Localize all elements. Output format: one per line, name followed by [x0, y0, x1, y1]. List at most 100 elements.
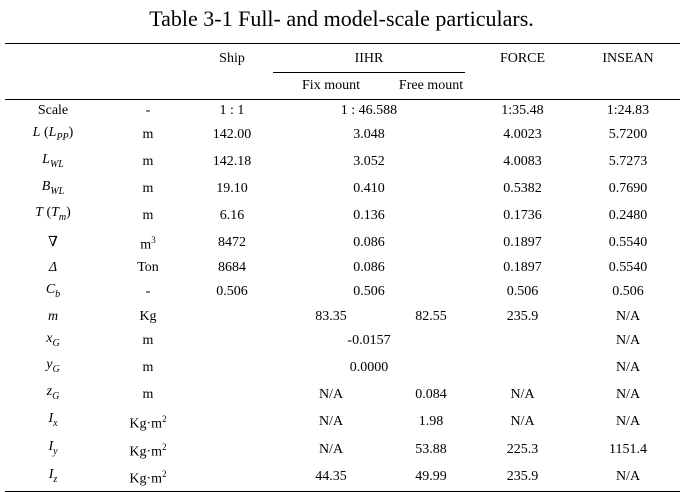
row-iihr: 0.0000 — [349, 359, 389, 375]
row-iihr-free: 53.88 — [415, 441, 447, 457]
table-row: ∇ m3 8472 0.086 0.1897 0.5540 — [5, 229, 680, 257]
symbol-main: LWL — [42, 151, 64, 170]
row-insean: 0.5540 — [608, 259, 648, 275]
row-unit: m — [142, 207, 154, 223]
row-iihr-free: 0.084 — [415, 386, 447, 402]
row-force: 4.0083 — [503, 154, 542, 170]
row-unit: m3 — [140, 235, 156, 253]
row-iihr: 0.086 — [353, 259, 385, 275]
unit-superscript: 2 — [162, 441, 167, 452]
table-row: Iy Kg·m2 N/A 53.88 225.3 1151.4 — [5, 436, 680, 464]
row-iihr: 3.052 — [353, 154, 385, 170]
row-unit: Kg·m2 — [129, 441, 167, 460]
row-symbol: Cb — [5, 279, 101, 306]
row-iihr-fix: N/A — [318, 413, 344, 429]
row-iihr: 0.086 — [353, 235, 385, 251]
row-insean: N/A — [615, 359, 641, 375]
row-symbol: yG — [5, 354, 101, 381]
unit-superscript: 2 — [162, 469, 167, 480]
row-insean: 5.7200 — [608, 127, 648, 143]
row-force: N/A — [510, 386, 535, 402]
row-insean: 0.5540 — [608, 235, 648, 251]
table-row: m Kg 83.35 82.55 235.9 N/A — [5, 306, 680, 328]
header-row-1: Ship IIHR FORCE INSEAN — [5, 43, 680, 73]
symbol-main: zG — [46, 384, 60, 403]
row-unit: m — [142, 180, 154, 196]
row-iihr: 1 : 46.588 — [340, 103, 398, 118]
symbol-main: T — [35, 205, 43, 221]
header-iihr: IIHR — [269, 43, 469, 73]
symbol-subscript: x — [53, 418, 58, 430]
row-ship — [195, 408, 269, 436]
row-unit: m — [142, 333, 154, 349]
row-force: 0.5382 — [503, 180, 542, 196]
row-iihr-free: 1.98 — [418, 413, 444, 429]
row-unit: m — [142, 127, 154, 143]
row-insean: 1151.4 — [609, 441, 647, 457]
row-insean: 5.7273 — [608, 154, 648, 170]
row-force: 225.3 — [506, 441, 539, 457]
symbol-subscript: WL — [50, 185, 65, 197]
row-symbol: L (LPP) — [32, 125, 74, 143]
row-symbol: BWL — [5, 176, 101, 203]
symbol-subscript: PP — [56, 131, 69, 143]
row-symbol: zG — [5, 381, 101, 408]
unit-superscript: 3 — [151, 235, 156, 246]
symbol-main: Cb — [45, 281, 61, 300]
row-iihr: 0.410 — [353, 180, 385, 196]
table-row: L (LPP) m 142.00 3.048 4.0023 5.7200 — [5, 122, 680, 149]
table-row: T (Tm) m 6.16 0.136 0.1736 0.2480 — [5, 202, 680, 229]
symbol-main: xG — [46, 330, 60, 349]
symbol-subscript: WL — [49, 158, 64, 170]
row-unit: - — [145, 103, 151, 118]
row-iihr-free: 49.99 — [393, 463, 469, 492]
row-unit: m — [142, 154, 154, 170]
header-blank-symbol — [5, 43, 101, 73]
row-force: 0.1736 — [503, 207, 542, 223]
symbol-inner: LPP — [48, 125, 69, 143]
row-symbol: xG — [5, 328, 101, 355]
row-force: 235.9 — [469, 463, 576, 492]
header-row-2: Fix mount Free mount — [5, 73, 680, 100]
symbol-subscript: z — [53, 473, 58, 485]
row-ship: 19.10 — [216, 180, 248, 196]
symbol-subscript: y — [53, 445, 58, 457]
row-force: 1:35.48 — [501, 103, 544, 118]
table-row: BWL m 19.10 0.410 0.5382 0.7690 — [5, 176, 680, 203]
symbol-main: Iy — [48, 439, 58, 457]
table-row: Ix Kg·m2 N/A 1.98 N/A N/A — [5, 408, 680, 436]
row-ship — [195, 306, 269, 328]
row-symbol: ∇ — [5, 229, 101, 257]
row-ship: 8472 — [218, 235, 246, 251]
row-iihr-fix: 44.35 — [269, 463, 393, 492]
row-ship: 142.00 — [212, 127, 252, 143]
particulars-table: Ship IIHR FORCE INSEAN Fix mount Free mo… — [5, 43, 680, 492]
symbol-main: yG — [46, 357, 60, 376]
row-ship: 1 : 1 — [219, 103, 245, 118]
row-insean: N/A — [615, 333, 641, 349]
row-symbol: Iy — [5, 436, 101, 464]
row-symbol: T (Tm) — [35, 205, 71, 224]
row-ship — [195, 463, 269, 492]
row-unit: Kg·m2 — [129, 414, 167, 432]
header-insean: INSEAN — [576, 43, 680, 73]
row-unit: - — [145, 284, 151, 300]
row-insean: N/A — [615, 413, 641, 429]
symbol-main: Ix — [48, 411, 58, 430]
symbol-main: BWL — [41, 178, 65, 197]
row-iihr-fix: N/A — [318, 441, 344, 457]
row-insean: N/A — [615, 386, 641, 402]
row-symbol: Iz — [5, 463, 101, 492]
row-unit: m — [142, 359, 154, 375]
row-force: 0.506 — [506, 284, 539, 300]
row-ship — [195, 328, 269, 355]
symbol-subscript: G — [52, 364, 60, 376]
symbol-main: Iz — [48, 466, 58, 485]
symbol-main: ∇ — [48, 235, 58, 251]
symbol-main: Δ — [48, 259, 58, 275]
row-symbol: Δ — [5, 257, 101, 279]
table-row: zG m N/A 0.084 N/A N/A — [5, 381, 680, 408]
table-row: xG m -0.0157 N/A — [5, 328, 680, 355]
row-ship — [195, 381, 269, 408]
row-ship: 142.18 — [212, 154, 252, 170]
